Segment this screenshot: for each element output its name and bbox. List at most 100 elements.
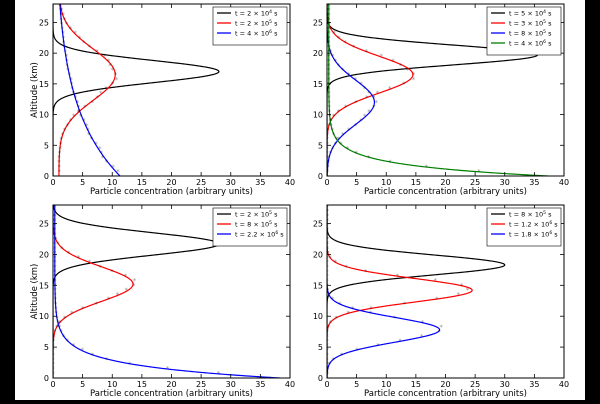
series-marker: *: [128, 361, 132, 369]
series-marker: *: [51, 217, 55, 225]
series-marker: *: [339, 140, 343, 148]
series-marker: *: [55, 324, 59, 332]
series-marker: *: [325, 245, 329, 253]
series-marker: *: [338, 300, 342, 308]
y-tick-label: 5: [318, 343, 323, 352]
series-marker: *: [53, 328, 57, 336]
x-tick-label: 5: [80, 380, 85, 389]
series-marker: *: [329, 319, 333, 327]
series-marker: *: [325, 222, 329, 230]
series-marker: *: [325, 2, 329, 10]
y-tick-label: 0: [44, 374, 49, 383]
series-marker: *: [325, 268, 329, 276]
x-axis-label: Particle concentration (arbitrary units): [90, 389, 253, 399]
x-tick-label: 0: [324, 380, 329, 389]
series-marker: *: [88, 259, 92, 267]
series-marker: *: [58, 149, 62, 157]
series-marker: *: [402, 80, 406, 88]
series-marker: *: [328, 254, 332, 262]
series-marker: *: [391, 57, 395, 65]
series-t-1-2-10-s: *************************************: [325, 203, 473, 378]
series-marker: *: [110, 67, 114, 75]
series-marker: *: [439, 324, 443, 332]
series-marker: *: [51, 361, 55, 369]
y-tick-label: 10: [313, 312, 323, 321]
series-marker: *: [98, 145, 102, 153]
series-marker: *: [372, 103, 376, 111]
series-marker: *: [58, 319, 62, 327]
series-marker: *: [399, 62, 403, 70]
x-tick-label: 30: [226, 178, 236, 187]
series-marker: *: [325, 370, 329, 378]
x-tick-label: 35: [255, 380, 265, 389]
figure-canvas: ****************************************…: [30, 2, 569, 399]
x-tick-label: 0: [324, 178, 329, 187]
series-marker: *: [65, 53, 69, 61]
series-marker: *: [53, 254, 57, 262]
legend-entry: t = 2.2 × 106 s: [235, 230, 284, 239]
series-line: [53, 205, 220, 378]
series-marker: *: [57, 168, 61, 176]
series-marker: *: [406, 67, 410, 75]
x-tick-label: 40: [559, 380, 569, 389]
series-marker: *: [166, 365, 170, 373]
series-marker: *: [52, 337, 56, 345]
series-marker: *: [58, 145, 62, 153]
series-marker: *: [412, 71, 416, 79]
series-marker: *: [87, 131, 91, 139]
series-marker: *: [325, 254, 329, 262]
y-tick-label: 0: [318, 374, 323, 383]
series-marker: *: [328, 113, 332, 121]
chart-panel-top-left: ****************************************…: [30, 2, 295, 197]
series-marker: *: [76, 99, 80, 107]
x-tick-label: 20: [166, 178, 176, 187]
series-marker: *: [336, 108, 340, 116]
series-marker: *: [327, 71, 331, 79]
series-marker: *: [344, 103, 348, 111]
legend-entry: t = 2 × 105 s: [235, 210, 278, 219]
series-marker: *: [58, 2, 62, 10]
series-marker: *: [334, 57, 338, 65]
series-marker: *: [95, 48, 99, 56]
series-t-8-10-s: *************************************: [326, 4, 379, 176]
series-marker: *: [327, 11, 331, 19]
series-marker: *: [363, 113, 367, 121]
x-tick-label: 15: [411, 380, 421, 389]
series-marker: *: [60, 245, 64, 253]
x-tick-label: 40: [285, 380, 295, 389]
series-marker: *: [347, 126, 351, 134]
series-marker: *: [325, 217, 329, 225]
series-marker: *: [61, 11, 65, 19]
series-marker: *: [367, 108, 371, 116]
series-marker: *: [326, 328, 330, 336]
series-marker: *: [393, 314, 397, 322]
series-marker: *: [327, 62, 331, 70]
series-marker: *: [327, 94, 331, 102]
x-tick-label: 35: [255, 178, 265, 187]
series-marker: *: [325, 203, 329, 211]
x-tick-label: 30: [500, 380, 510, 389]
y-tick-label: 15: [39, 80, 49, 89]
series-marker: *: [456, 291, 460, 299]
series-marker: *: [325, 277, 329, 285]
series-marker: *: [326, 168, 330, 176]
series-marker: *: [325, 212, 329, 220]
series-marker: *: [327, 48, 331, 56]
series-marker: *: [57, 154, 61, 162]
series-marker: *: [99, 90, 103, 98]
series-marker: *: [379, 53, 383, 61]
series-line: [327, 205, 473, 378]
series-line: [58, 4, 116, 176]
series-marker: *: [334, 314, 338, 322]
series-marker: *: [327, 99, 331, 107]
series-marker: *: [61, 131, 65, 139]
series-marker: *: [66, 122, 70, 130]
series-marker: *: [359, 117, 363, 125]
legend-box: [486, 6, 562, 56]
series-marker: *: [343, 39, 347, 47]
series-marker: *: [108, 62, 112, 70]
series-marker: *: [329, 149, 333, 157]
series-marker: *: [105, 356, 109, 364]
series-marker: *: [104, 85, 108, 93]
series-marker: *: [325, 154, 329, 162]
